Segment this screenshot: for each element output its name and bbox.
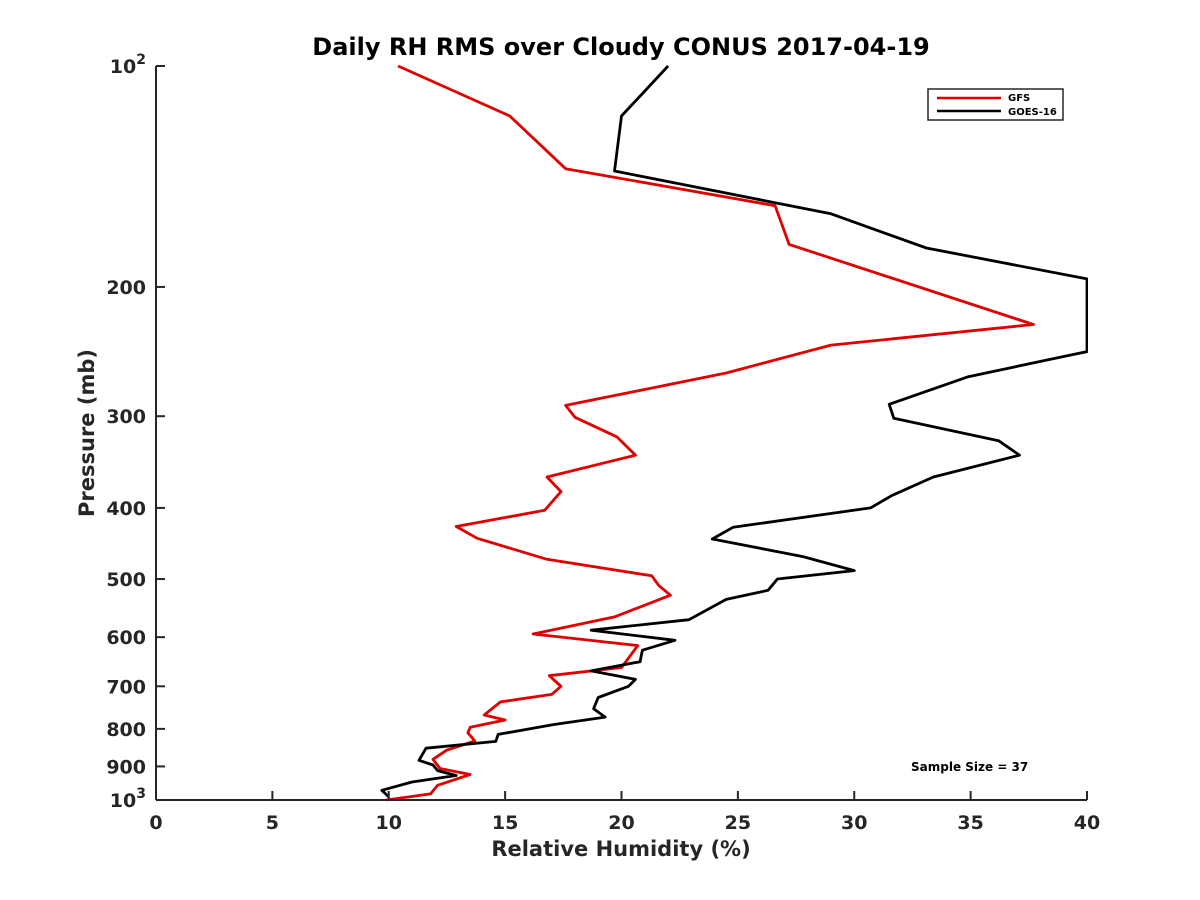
legend-label-gfs: GFS: [1008, 93, 1030, 104]
x-tick-label: 5: [266, 812, 279, 834]
y-axis-label: Pressure (mb): [75, 349, 99, 517]
series-layer: [380, 64, 1088, 802]
x-tick-label: 25: [725, 812, 751, 834]
y-tick-label: 600: [106, 627, 146, 649]
x-tick-label: 35: [957, 812, 983, 834]
x-tick-label: 10: [376, 812, 402, 834]
x-tick-label: 20: [608, 812, 634, 834]
y-tick-label: 900: [106, 756, 146, 778]
y-tick-label: 200: [106, 277, 146, 299]
y-tick-label: 500: [106, 569, 146, 591]
chart-title: Daily RH RMS over Cloudy CONUS 2017-04-1…: [312, 33, 929, 61]
y-tick-label: 800: [106, 719, 146, 741]
y-tick-label: 400: [106, 498, 146, 520]
x-tick-label: 15: [492, 812, 518, 834]
x-axis-label: Relative Humidity (%): [491, 837, 750, 861]
legend-box: [927, 88, 1064, 121]
x-tick-label: 40: [1074, 812, 1100, 834]
sample-size-annotation: Sample Size = 37: [911, 760, 1028, 774]
x-ticks: 0 5 10 15 20 25 30 35 40: [149, 791, 1100, 834]
series-line-gfs: [386, 64, 1035, 802]
legend-label-goes16: GOES-16: [1008, 107, 1057, 118]
y-tick-label: 103: [110, 786, 146, 812]
legend: GFS GOES-16: [927, 88, 1064, 121]
x-tick-label: 30: [841, 812, 867, 834]
y-tick-label: 700: [106, 676, 146, 698]
series-line-goes16: [380, 65, 1088, 798]
y-tick-label: 300: [106, 406, 146, 428]
y-ticks: 102 200 300 400 500 600 700 800 900 103: [106, 52, 165, 812]
x-tick-label: 0: [149, 812, 162, 834]
y-tick-label: 102: [110, 52, 146, 78]
